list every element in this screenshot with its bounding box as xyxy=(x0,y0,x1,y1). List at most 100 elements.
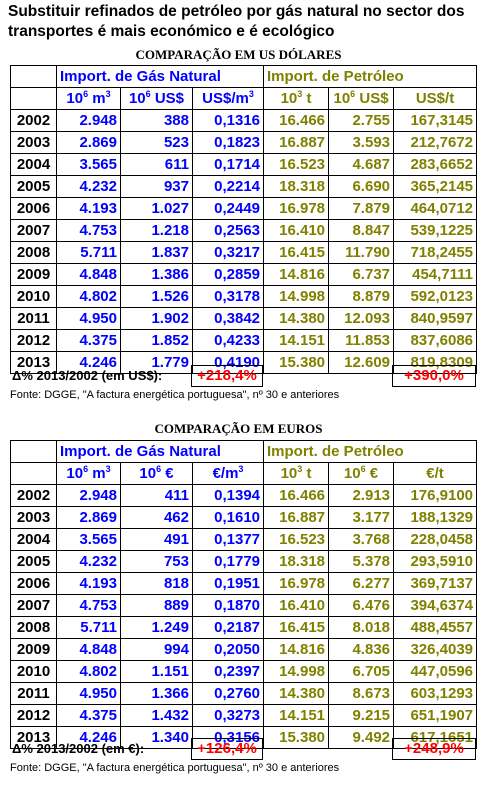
gas-unit-price-cell: 0,2760 xyxy=(191,682,265,705)
oil-unit-price-cell: 447,0596 xyxy=(393,660,477,683)
gas-value-cell: 1.366 xyxy=(120,682,193,705)
oil-value-cell: 2.913 xyxy=(328,484,395,507)
gas-volume-cell: 4.232 xyxy=(56,550,121,573)
year-cell: 2005 xyxy=(10,175,57,198)
oil-volume-header: 103 t xyxy=(263,87,330,110)
oil-value-cell: 6.737 xyxy=(328,263,395,286)
gas-unit-price-cell: 0,1951 xyxy=(191,572,265,595)
year-cell: 2010 xyxy=(10,660,57,683)
usd-source-note: Fonte: DGGE, "A factura energética portu… xyxy=(10,389,340,401)
table-row: 2007 4.753 1.218 0,2563 16.410 8.847 539,1225 xyxy=(10,219,477,242)
oil-value-cell: 9.492 xyxy=(328,726,395,749)
table-row: 2004 3.565 611 0,1714 16.523 4.687 283,6652 xyxy=(10,153,477,176)
gas-unit-price-cell: 0,4190 xyxy=(191,351,265,374)
column-header-row: 106 m3 106 US$ US$/m3 103 t 106 US$ US$/… xyxy=(10,87,477,110)
table-row: 2003 2.869 523 0,1823 16.887 3.593 212,7672 xyxy=(10,131,477,154)
gas-volume-cell: 4.802 xyxy=(56,285,121,308)
oil-unit-price-cell: 454,7111 xyxy=(393,263,477,286)
oil-volume-cell: 16.887 xyxy=(263,506,330,529)
gas-volume-cell: 2.869 xyxy=(56,506,121,529)
oil-value-cell: 12.609 xyxy=(328,351,395,374)
oil-volume-cell: 16.410 xyxy=(263,219,330,242)
gas-value-cell: 462 xyxy=(120,506,193,529)
gas-unit-price-cell: 0,3842 xyxy=(191,307,265,330)
oil-value-cell: 2.755 xyxy=(328,109,395,132)
oil-unit-price-cell: 283,6652 xyxy=(393,153,477,176)
gas-volume-cell: 2.948 xyxy=(56,109,121,132)
year-cell: 2011 xyxy=(10,307,57,330)
oil-unit-price-cell: 176,9100 xyxy=(393,484,477,507)
oil-group-header: Import. de Petróleo xyxy=(263,440,477,463)
gas-volume-cell: 3.565 xyxy=(56,153,121,176)
oil-unit-price-cell: 718,2455 xyxy=(393,241,477,264)
year-cell: 2007 xyxy=(10,219,57,242)
gas-value-cell: 1.249 xyxy=(120,616,193,639)
table-row: 2007 4.753 889 0,1870 16.410 6.476 394,6374 xyxy=(10,594,477,617)
eur-delta-gas: +126,4% xyxy=(191,738,263,760)
oil-value-cell: 6.476 xyxy=(328,594,395,617)
oil-value-cell: 8.018 xyxy=(328,616,395,639)
oil-volume-cell: 16.415 xyxy=(263,241,330,264)
table-row: 2011 4.950 1.366 0,2760 14.380 8.673 603,1293 xyxy=(10,682,477,705)
gas-volume-header: 106 m3 xyxy=(56,87,121,110)
usd-delta-gas: +218,4% xyxy=(191,365,263,387)
gas-unit-price-cell: 0,2563 xyxy=(191,219,265,242)
oil-volume-cell: 16.415 xyxy=(263,616,330,639)
oil-volume-cell: 16.466 xyxy=(263,484,330,507)
oil-volume-cell: 16.978 xyxy=(263,197,330,220)
oil-volume-cell: 14.998 xyxy=(263,660,330,683)
column-header-row: 106 m3 106 € €/m3 103 t 106 € €/t xyxy=(10,462,477,485)
oil-value-cell: 8.879 xyxy=(328,285,395,308)
oil-unit-price-cell: 293,5910 xyxy=(393,550,477,573)
oil-unit-price-cell: 369,7137 xyxy=(393,572,477,595)
eur-delta-oil: +248,9% xyxy=(392,738,476,760)
oil-volume-cell: 15.380 xyxy=(263,351,330,374)
oil-unit-price-cell: 488,4557 xyxy=(393,616,477,639)
gas-volume-cell: 4.375 xyxy=(56,329,121,352)
table-row: 2006 4.193 818 0,1951 16.978 6.277 369,7137 xyxy=(10,572,477,595)
gas-unit-price-cell: 0,3156 xyxy=(191,726,265,749)
year-cell: 2008 xyxy=(10,616,57,639)
year-cell: 2010 xyxy=(10,285,57,308)
oil-volume-cell: 14.151 xyxy=(263,704,330,727)
corner-cell xyxy=(10,440,57,463)
oil-value-cell: 3.593 xyxy=(328,131,395,154)
gas-value-cell: 1.218 xyxy=(120,219,193,242)
gas-volume-cell: 5.711 xyxy=(56,241,121,264)
year-cell: 2013 xyxy=(10,351,57,374)
oil-volume-cell: 16.466 xyxy=(263,109,330,132)
gas-value-cell: 388 xyxy=(120,109,193,132)
gas-unit-price-header: €/m3 xyxy=(191,462,265,485)
gas-unit-price-cell: 0,2050 xyxy=(191,638,265,661)
oil-unit-price-cell: 228,0458 xyxy=(393,528,477,551)
gas-value-cell: 889 xyxy=(120,594,193,617)
gas-volume-cell: 4.950 xyxy=(56,307,121,330)
oil-unit-price-cell: 167,3145 xyxy=(393,109,477,132)
oil-value-cell: 3.768 xyxy=(328,528,395,551)
oil-volume-header: 103 t xyxy=(263,462,330,485)
gas-value-cell: 491 xyxy=(120,528,193,551)
oil-value-cell: 7.879 xyxy=(328,197,395,220)
year-header xyxy=(10,462,57,485)
oil-value-cell: 11.790 xyxy=(328,241,395,264)
table-row: 2008 5.711 1.249 0,2187 16.415 8.018 488,4557 xyxy=(10,616,477,639)
gas-group-header: Import. de Gás Natural xyxy=(55,65,265,88)
gas-volume-cell: 2.948 xyxy=(56,484,121,507)
gas-value-cell: 1.902 xyxy=(120,307,193,330)
year-cell: 2004 xyxy=(10,153,57,176)
gas-value-cell: 994 xyxy=(120,638,193,661)
table-row: 2011 4.950 1.902 0,3842 14.380 12.093 840,9597 xyxy=(10,307,477,330)
oil-value-cell: 6.277 xyxy=(328,572,395,595)
oil-unit-price-cell: 837,6086 xyxy=(393,329,477,352)
oil-volume-cell: 16.523 xyxy=(263,528,330,551)
oil-value-header: 106 € xyxy=(328,462,395,485)
gas-value-cell: 523 xyxy=(120,131,193,154)
gas-unit-price-cell: 0,3217 xyxy=(191,241,265,264)
gas-unit-price-cell: 0,1394 xyxy=(191,484,265,507)
usd-delta-label: Δ% 2013/2002 (em US$): xyxy=(12,368,163,383)
oil-unit-price-cell: 592,0123 xyxy=(393,285,477,308)
oil-volume-cell: 14.998 xyxy=(263,285,330,308)
oil-unit-price-cell: 651,1907 xyxy=(393,704,477,727)
oil-value-cell: 4.687 xyxy=(328,153,395,176)
gas-volume-cell: 2.869 xyxy=(56,131,121,154)
